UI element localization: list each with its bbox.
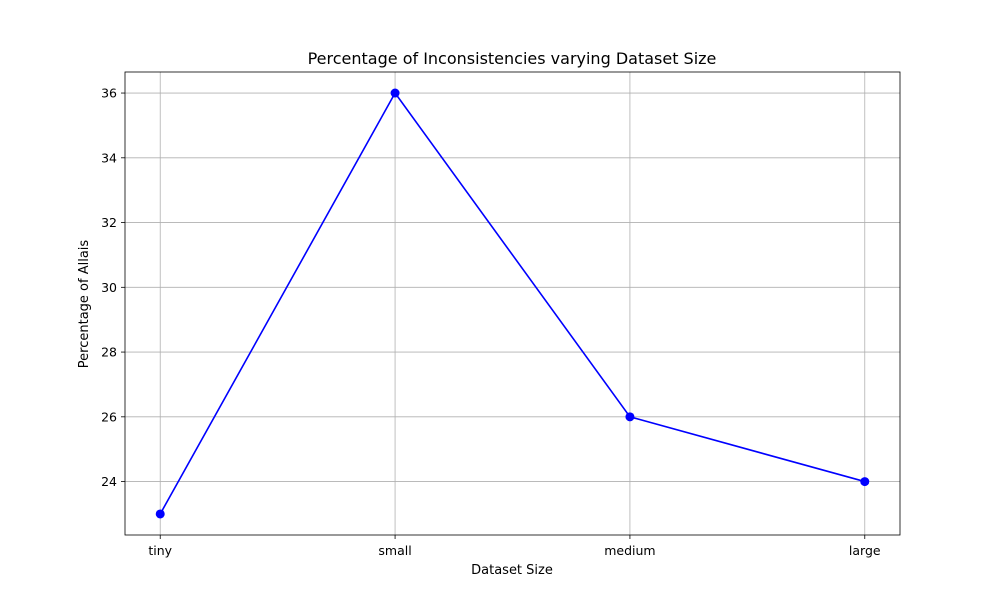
data-point <box>625 412 635 422</box>
plot-frame <box>124 71 901 536</box>
x-axis-title: Dataset Size <box>471 563 553 578</box>
chart-title: Percentage of Inconsistencies varying Da… <box>308 49 717 68</box>
y-tick-label: 26 <box>101 409 117 424</box>
y-axis-title: Percentage of Allais <box>77 240 92 369</box>
grid-layer <box>125 72 900 535</box>
data-point <box>860 477 870 487</box>
y-tick-label: 36 <box>101 86 117 101</box>
axes-layer: tiny small medium large 24 26 28 30 32 34 36 <box>101 71 901 558</box>
series-line <box>159 91 865 515</box>
x-tick-label: large <box>849 543 881 558</box>
series-layer <box>155 88 870 519</box>
x-tick-label: tiny <box>148 543 172 558</box>
x-tick-label: medium <box>604 543 655 558</box>
y-tick-label: 30 <box>101 280 117 295</box>
y-tick-label: 34 <box>101 150 117 165</box>
y-tick-label: 24 <box>101 474 117 489</box>
data-point <box>390 88 400 98</box>
x-tick-label: small <box>378 543 411 558</box>
data-point <box>155 509 165 519</box>
y-tick-label: 28 <box>101 345 117 360</box>
y-tick-label: 32 <box>101 215 117 230</box>
